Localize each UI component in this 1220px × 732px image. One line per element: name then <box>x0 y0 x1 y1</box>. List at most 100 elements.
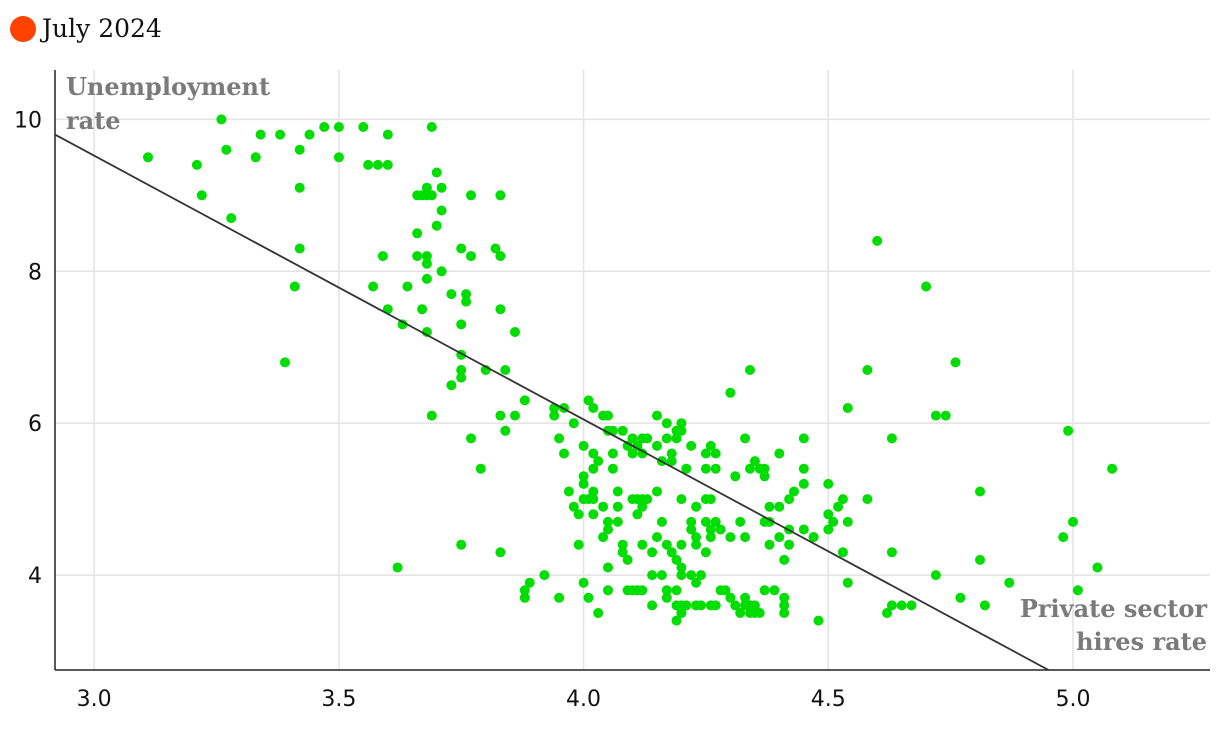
data-point <box>833 501 844 512</box>
data-point <box>696 600 706 611</box>
data-point <box>436 182 447 193</box>
data-point <box>622 440 633 451</box>
data-point <box>612 516 623 527</box>
data-point <box>617 539 628 550</box>
data-point <box>676 562 687 573</box>
data-point <box>519 592 530 603</box>
data-point <box>368 281 379 292</box>
data-point <box>656 516 667 527</box>
y-tick-label: 4 <box>28 564 42 589</box>
data-point <box>745 463 755 474</box>
data-point <box>143 152 153 163</box>
data-point <box>725 592 736 603</box>
data-point <box>671 433 682 444</box>
data-point <box>216 114 227 125</box>
data-point <box>382 129 393 140</box>
data-point <box>774 532 785 543</box>
data-point <box>691 539 702 550</box>
data-point <box>710 463 721 474</box>
data-point <box>779 608 790 618</box>
data-point <box>510 327 520 337</box>
data-point <box>412 228 423 239</box>
data-point <box>700 463 711 474</box>
data-point <box>882 608 892 618</box>
data-point <box>686 440 697 451</box>
data-point <box>456 243 467 254</box>
data-point <box>588 486 599 497</box>
data-point <box>676 539 687 550</box>
legend-label: July 2024 <box>42 14 162 43</box>
data-point <box>666 547 677 558</box>
data-point <box>740 433 751 444</box>
data-point <box>740 532 751 543</box>
data-point <box>490 243 501 254</box>
data-point <box>798 524 809 535</box>
data-point <box>583 395 594 406</box>
data-point <box>740 592 751 603</box>
data-point <box>715 524 726 535</box>
x-tick-label: 3.5 <box>321 687 356 712</box>
data-point <box>519 395 530 406</box>
data-point <box>421 182 432 193</box>
data-point <box>627 448 638 459</box>
x-tick-label: 3.0 <box>77 687 112 712</box>
data-point <box>578 577 589 588</box>
data-point <box>603 585 613 596</box>
data-point <box>568 501 579 512</box>
data-point <box>705 494 716 505</box>
data-point <box>1063 425 1074 436</box>
data-point <box>603 562 613 573</box>
data-point <box>798 478 809 489</box>
data-point <box>466 433 476 444</box>
data-point <box>588 463 599 474</box>
data-point <box>837 547 848 558</box>
data-point <box>789 486 799 497</box>
data-point <box>319 122 330 132</box>
data-point <box>828 516 839 527</box>
data-point <box>671 554 682 565</box>
data-point <box>676 418 687 429</box>
data-point <box>686 516 697 527</box>
data-point <box>681 463 692 474</box>
data-point <box>921 281 932 292</box>
data-point <box>549 410 560 421</box>
data-point <box>676 608 687 618</box>
x-tick-label: 4.0 <box>566 687 601 712</box>
data-point <box>554 433 565 444</box>
data-point <box>436 205 447 216</box>
data-point <box>622 554 633 565</box>
data-point <box>730 600 741 611</box>
data-point <box>456 365 467 375</box>
data-point <box>436 266 447 277</box>
data-point <box>417 304 428 315</box>
data-point <box>603 524 613 535</box>
data-point <box>642 494 653 505</box>
data-point <box>886 547 897 558</box>
data-point <box>975 486 985 497</box>
data-point <box>696 570 706 581</box>
data-point <box>725 532 736 543</box>
data-point <box>837 494 848 505</box>
y-tick-label: 8 <box>28 260 42 285</box>
data-point <box>784 539 795 550</box>
data-point <box>573 539 584 550</box>
y-tick-label: 6 <box>28 412 42 437</box>
data-point <box>661 592 672 603</box>
data-point <box>759 585 770 596</box>
data-point <box>466 251 476 262</box>
data-point <box>642 433 653 444</box>
data-point <box>603 410 613 421</box>
data-point <box>872 235 883 246</box>
data-point <box>446 289 457 300</box>
data-point <box>598 532 609 543</box>
data-point <box>676 494 687 505</box>
data-point <box>710 600 721 611</box>
data-point <box>710 516 721 527</box>
data-point <box>774 501 785 512</box>
data-point <box>813 615 824 626</box>
data-point <box>510 410 520 421</box>
data-point <box>1068 516 1078 527</box>
data-point <box>495 304 506 315</box>
data-point <box>842 577 853 588</box>
